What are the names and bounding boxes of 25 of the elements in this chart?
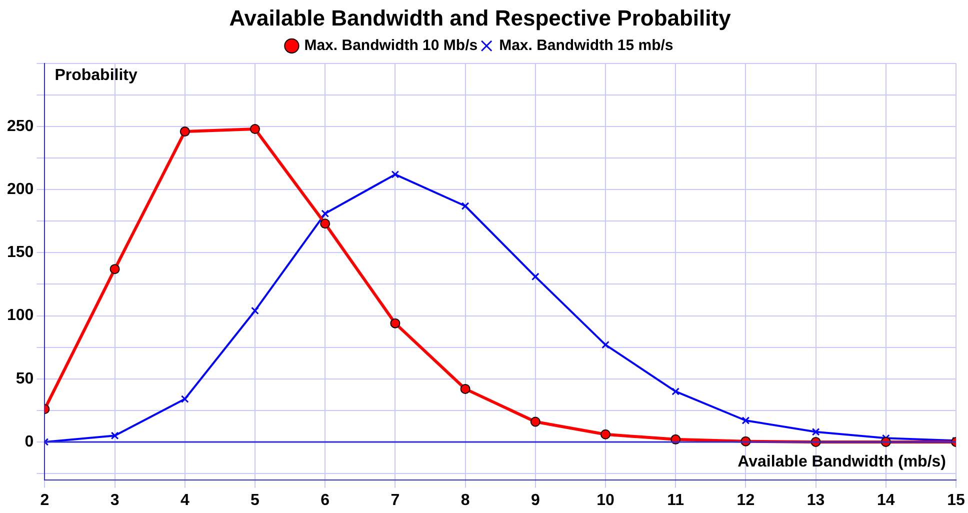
x-tick-label: 11 (667, 492, 684, 509)
x-tick-label: 13 (806, 492, 825, 509)
x-tick-label: 7 (390, 492, 400, 509)
x-tick-label: 8 (460, 492, 470, 509)
x-tick-label: 2 (40, 492, 50, 509)
y-tick-label: 100 (6, 307, 34, 324)
x-axis-title: Available Bandwidth (mb/s) (738, 453, 946, 470)
y-tick-label: 50 (16, 370, 34, 388)
x-tick-label: 12 (736, 492, 755, 509)
legend-label: Max. Bandwidth 10 Mb/s (304, 37, 478, 54)
x-tick-label: 6 (320, 492, 330, 509)
x-tick-label: 9 (530, 492, 540, 509)
legend-label: Max. Bandwidth 15 mb/s (499, 37, 674, 54)
y-tick-label: 150 (6, 244, 34, 262)
x-tick-label: 15 (947, 492, 965, 509)
x-tick-label: 5 (250, 492, 260, 509)
x-tick-label: 4 (180, 492, 190, 509)
x-tick-label: 3 (110, 492, 120, 509)
y-tick-label: 0 (24, 433, 34, 450)
y-tick-label: 200 (6, 180, 34, 198)
y-tick-label: 250 (6, 118, 34, 135)
chart-title: Available Bandwidth and Respective Probability (229, 5, 732, 30)
y-axis-title: Probability (54, 66, 138, 84)
x-tick-label: 14 (877, 492, 895, 509)
x-tick-label: 10 (596, 492, 614, 509)
